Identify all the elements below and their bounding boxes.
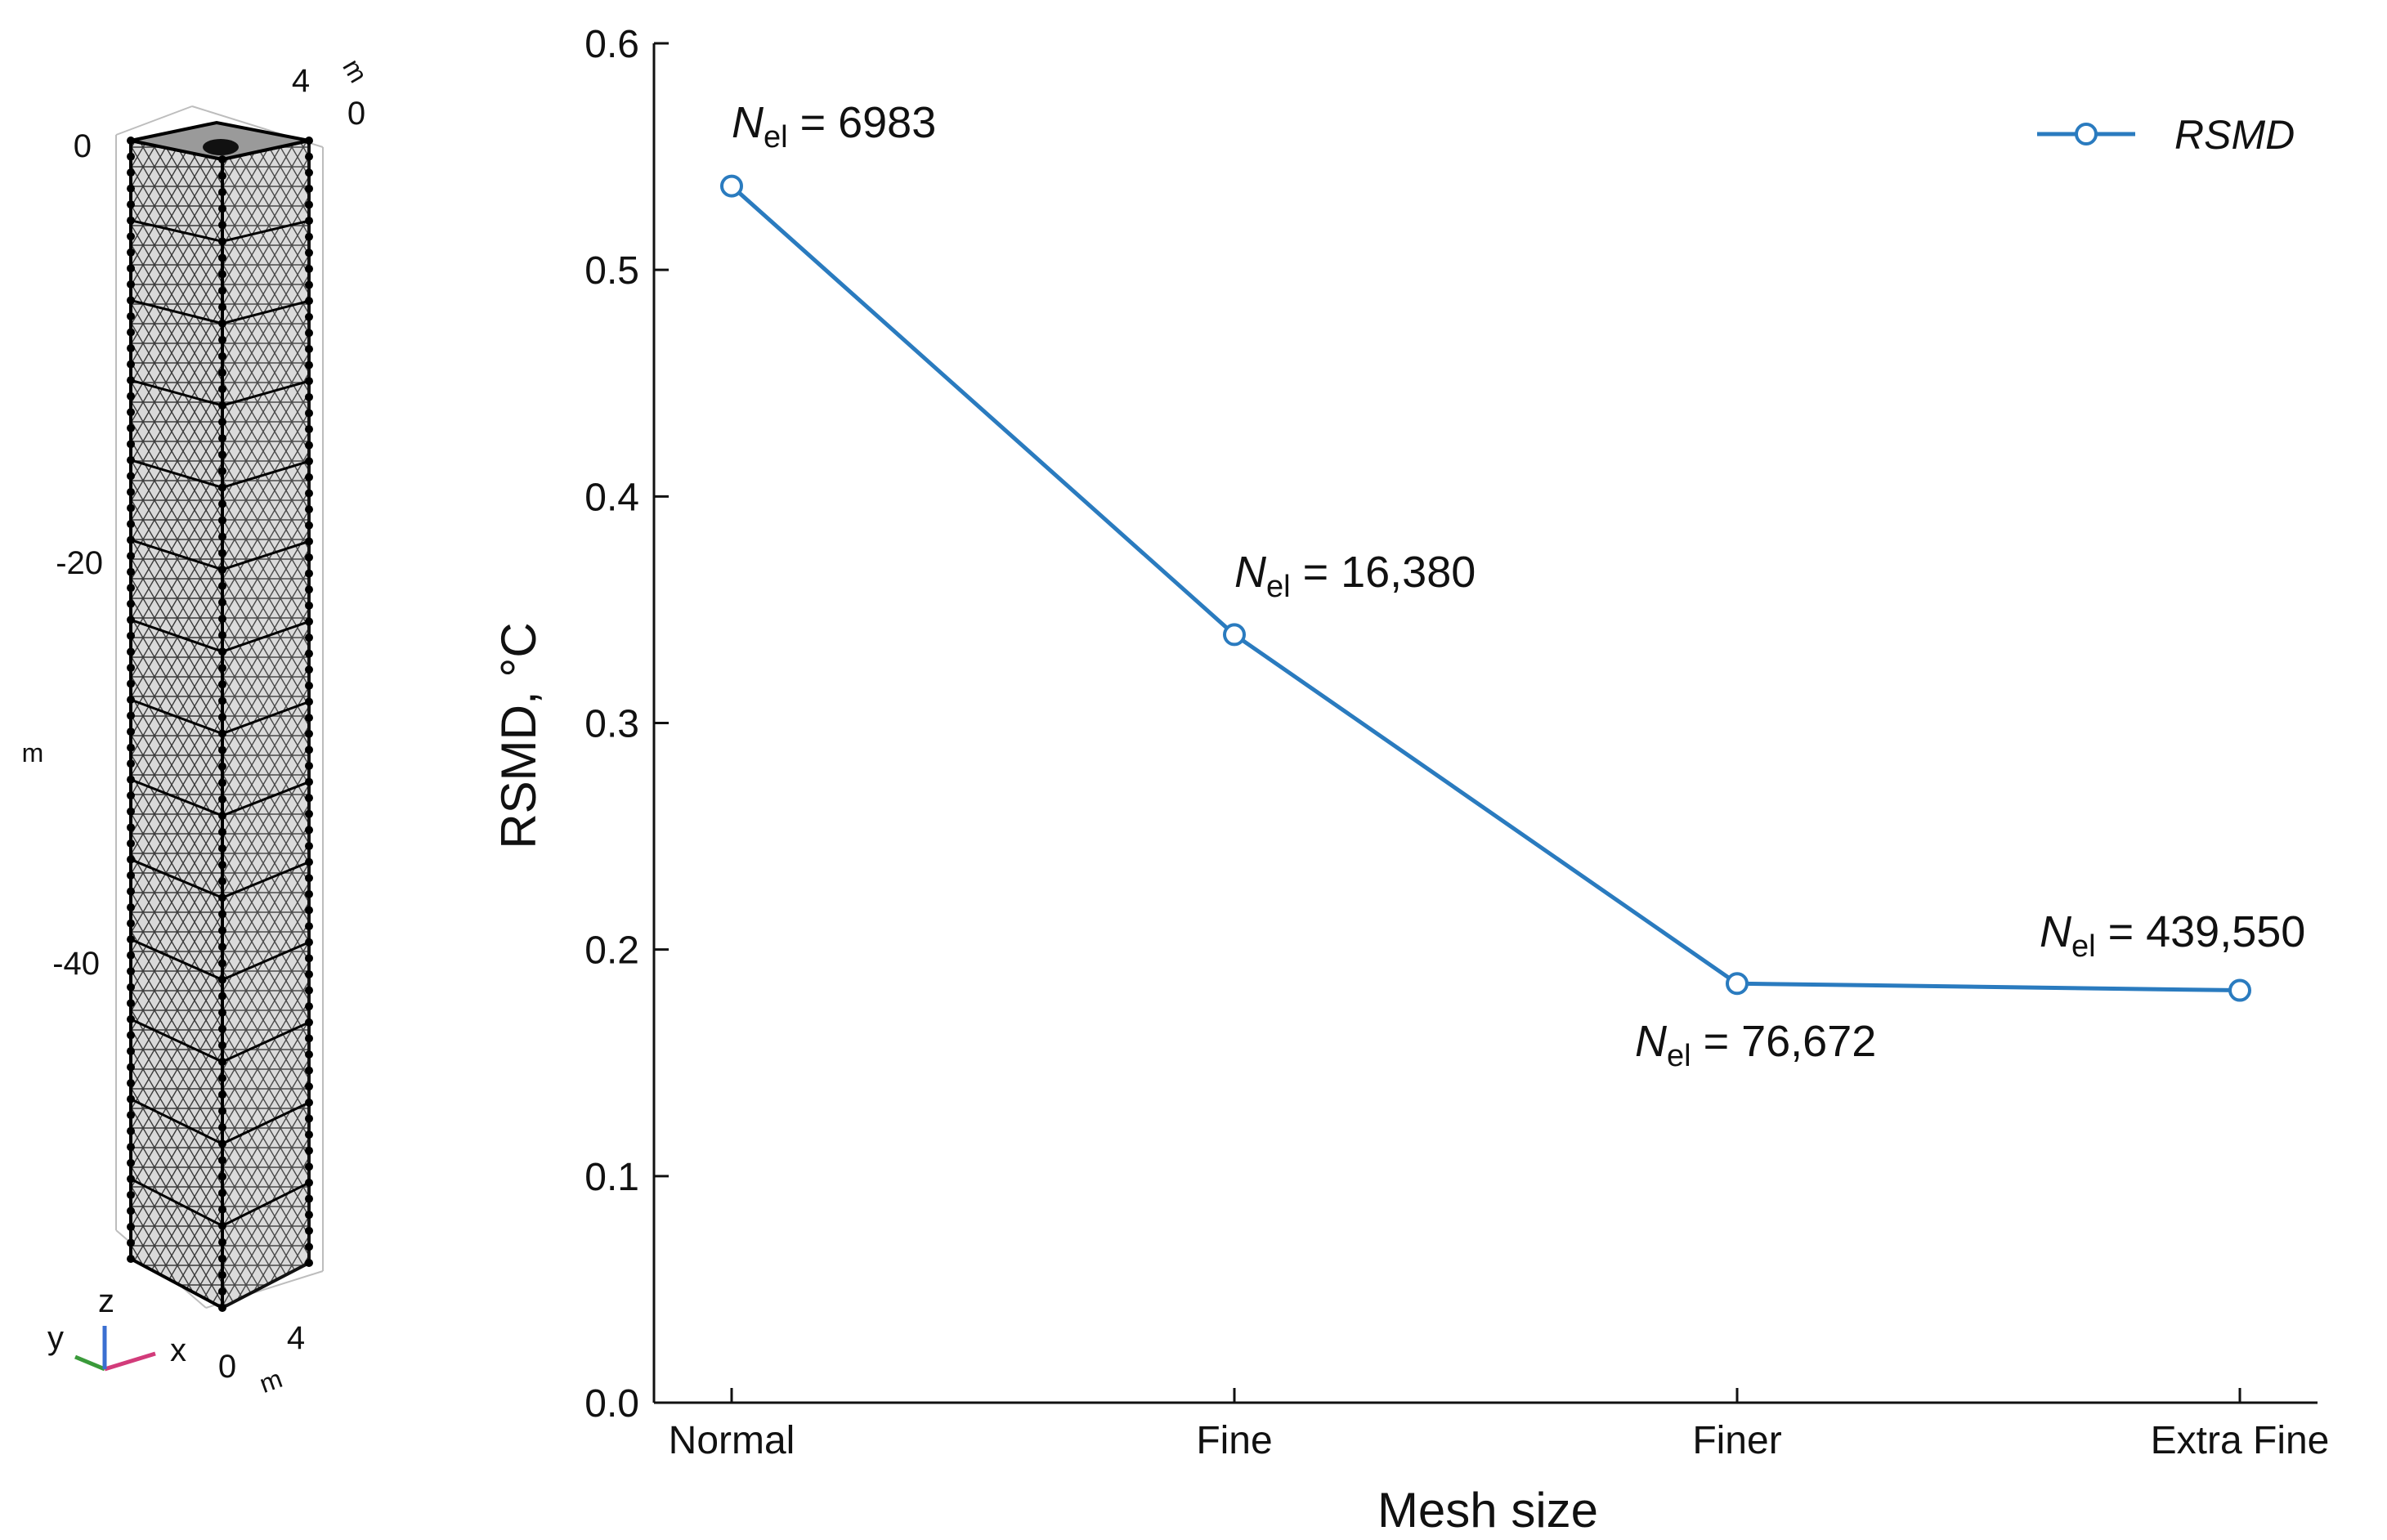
bottom-axis-unit: m	[256, 1363, 286, 1399]
mesh-top-dense-region	[203, 139, 239, 155]
mesh-edge-nodes	[127, 137, 313, 1312]
y-tick-label: 0.3	[584, 703, 639, 746]
point-annotation: Nel = 6983	[732, 98, 936, 154]
series-points	[720, 174, 2251, 1002]
bottom-tick-4: 4	[287, 1320, 305, 1356]
x-tick-label: Extra Fine	[2151, 1419, 2330, 1462]
legend-label: RSMD	[2174, 112, 2295, 158]
mesh-view: 0 -20 -40 m 4 0 m 0 4 m x y z	[22, 54, 374, 1399]
point-annotation: Nel = 439,550	[2040, 907, 2305, 964]
point-annotation: Nel = 16,380	[1234, 548, 1476, 604]
bottom-tick-0: 0	[218, 1349, 236, 1385]
data-point	[1223, 623, 1246, 647]
data-point	[720, 174, 743, 198]
top-axis-unit: m	[337, 54, 374, 87]
legend: RSMD	[2037, 112, 2295, 158]
legend-marker	[2075, 123, 2098, 145]
z-tick-0: 0	[74, 128, 92, 164]
x-axis-title: Mesh size	[1377, 1483, 1598, 1538]
y-tick-label: 0.2	[584, 929, 639, 973]
triad-y-label: y	[47, 1320, 64, 1356]
y-tick-label: 0.4	[584, 476, 639, 519]
series-line-rsmd	[730, 184, 2241, 993]
y-tick-label: 0.5	[584, 249, 639, 293]
point-annotations: Nel = 6983 Nel = 16,380 Nel = 76,672 Nel = …	[732, 98, 2305, 1073]
mesh-column-side-face	[221, 138, 311, 1311]
y-tick-label: 0.0	[584, 1382, 639, 1426]
z-tick-minus40: -40	[52, 946, 100, 982]
chart: 0.0 0.1 0.2 0.3 0.4 0.5 0.6 Normal Fine Finer Ext…	[491, 23, 2329, 1538]
triad-x-label: x	[170, 1332, 186, 1368]
x-tick-label: Finer	[1692, 1419, 1781, 1462]
y-axis-ticks: 0.0 0.1 0.2 0.3 0.4 0.5 0.6	[584, 23, 669, 1426]
point-annotation: Nel = 76,672	[1635, 1017, 1876, 1073]
coordinate-triad: x y z	[47, 1283, 186, 1372]
z-tick-minus20: -20	[56, 545, 103, 581]
z-axis-unit: m	[22, 738, 44, 768]
y-tick-label: 0.6	[584, 23, 639, 66]
data-point	[2228, 978, 2251, 1002]
top-tick-0: 0	[347, 96, 365, 132]
data-point	[1726, 972, 1749, 996]
mesh-column-front-face	[129, 138, 224, 1311]
y-axis-title: RSMD, °C	[491, 622, 546, 848]
triad-z-label: z	[98, 1283, 114, 1319]
x-tick-label: Fine	[1196, 1419, 1272, 1462]
top-tick-4: 4	[292, 63, 310, 99]
y-tick-label: 0.1	[584, 1156, 639, 1199]
x-axis-ticks: Normal Fine Finer Extra Fine	[669, 1388, 2330, 1462]
x-tick-label: Normal	[669, 1419, 795, 1462]
